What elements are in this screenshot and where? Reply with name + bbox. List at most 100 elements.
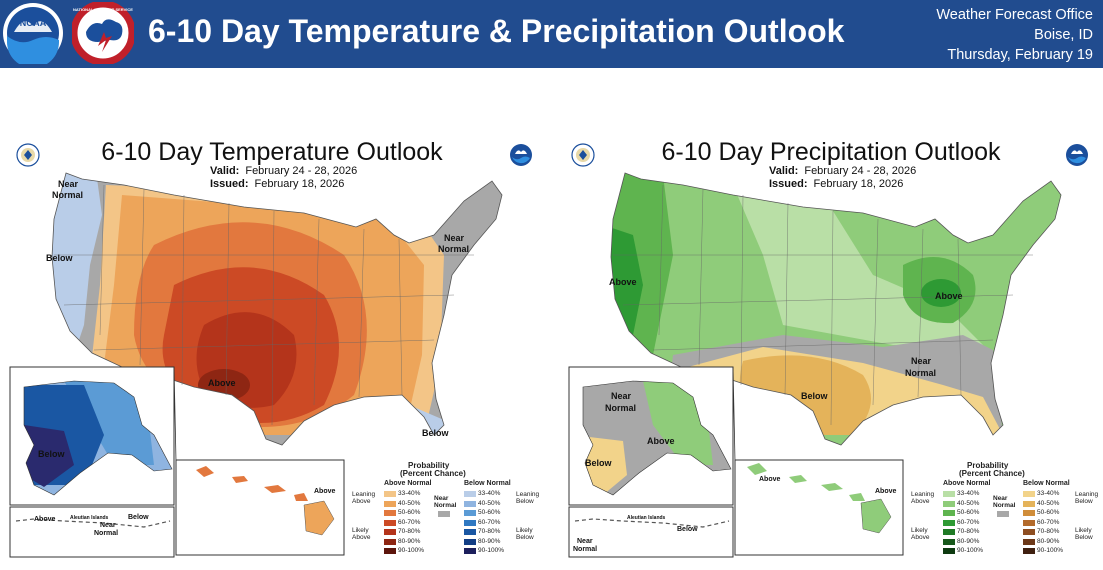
temperature-outlook-panel: Near Normal Below Near Normal Above Belo… <box>4 135 540 565</box>
legend-below-range: 33-40% <box>478 490 501 497</box>
svg-text:Below: Below <box>585 458 613 468</box>
temperature-valid: Valid: February 24 - 28, 2026 <box>210 165 358 177</box>
legend-above-swatch <box>943 510 955 516</box>
commerce-seal-icon <box>16 143 40 167</box>
legend-leaning-below: Leaning Below <box>516 491 540 505</box>
legend-below-swatch <box>464 548 476 554</box>
svg-text:Above: Above <box>647 436 675 446</box>
legend-below-swatch <box>464 519 476 526</box>
legend-likely-above: Likely Above <box>911 527 930 541</box>
legend-above-swatch <box>384 548 396 554</box>
legend-above-swatch <box>943 519 955 526</box>
svg-text:Below: Below <box>128 514 149 521</box>
legend-below-header: Below Normal <box>1023 480 1070 487</box>
legend-below-swatch <box>1023 548 1035 554</box>
legend-below-range: 80-90% <box>478 537 501 545</box>
legend-likely-below: Likely Below <box>516 527 534 541</box>
precipitation-outlook-map: Above Above Near Normal Below Near Norma… <box>563 135 1099 565</box>
svg-text:Below: Below <box>801 391 829 401</box>
legend-likely-below: Likely Below <box>1075 527 1093 541</box>
svg-text:Normal: Normal <box>573 546 597 553</box>
legend-above-range: 33-40% <box>957 490 980 497</box>
svg-text:Below: Below <box>677 526 698 533</box>
legend-leaning-above: Leaning Above <box>911 491 935 505</box>
legend-above-range: 40-50% <box>957 499 980 507</box>
noaa-logo: NOAA <box>3 3 63 64</box>
svg-text:Normal: Normal <box>905 368 936 378</box>
legend-below-swatch <box>1023 529 1035 535</box>
svg-text:Normal: Normal <box>52 190 83 200</box>
legend-below-range: 33-40% <box>1037 490 1060 497</box>
legend-above-swatch <box>384 538 396 545</box>
svg-text:NATIONAL WEATHER SERVICE: NATIONAL WEATHER SERVICE <box>73 7 133 12</box>
legend-below-swatch <box>464 500 476 507</box>
legend-above-range: 40-50% <box>398 499 421 507</box>
legend-above-range: 33-40% <box>398 490 421 497</box>
precipitation-legend: Probability (Percent Chance) Above Norma… <box>905 461 1099 565</box>
legend-below-swatch <box>1023 500 1035 507</box>
legend-below-range: 50-60% <box>1037 509 1060 516</box>
legend-below-range: 60-70% <box>1037 518 1060 526</box>
precipitation-valid: Valid: February 24 - 28, 2026 <box>769 165 917 177</box>
legend-below-header: Below Normal <box>464 480 511 487</box>
legend-subtitle: (Percent Chance) <box>400 469 466 478</box>
legend-below-range: 70-80% <box>478 528 501 535</box>
legend-below-range: 90-100% <box>1037 547 1064 554</box>
legend-title: Probability <box>408 461 450 470</box>
legend-leaning-above: Leaning Above <box>352 491 376 505</box>
legend-below-swatch <box>1023 491 1035 497</box>
precipitation-map-title: 6-10 Day Precipitation Outlook <box>661 138 1001 166</box>
legend-below-range: 80-90% <box>1037 537 1060 545</box>
temperature-map-title: 6-10 Day Temperature Outlook <box>101 138 443 166</box>
noaa-seal-icon <box>1066 144 1088 166</box>
legend-subtitle: (Percent Chance) <box>959 469 1025 478</box>
legend-above-range: 70-80% <box>957 528 980 535</box>
office-date: Thursday, February 19 <box>947 47 1093 63</box>
legend-above-range: 90-100% <box>957 547 984 554</box>
legend-above-swatch <box>943 548 955 554</box>
legend-above-header: Above Normal <box>943 480 991 487</box>
legend-below-range: 50-60% <box>478 509 501 516</box>
legend-below-swatch <box>464 491 476 497</box>
svg-text:Aleutian Islands: Aleutian Islands <box>627 515 666 521</box>
temperature-outlook-map: Near Normal Below Near Normal Above Belo… <box>4 135 540 565</box>
svg-text:Above: Above <box>609 277 637 287</box>
legend-title: Probability <box>967 461 1009 470</box>
svg-text:Below: Below <box>422 428 450 438</box>
legend-likely-above: Likely Above <box>352 527 371 541</box>
legend-below-swatch <box>464 529 476 535</box>
legend-above-swatch <box>943 538 955 545</box>
legend-near-swatch <box>997 511 1009 517</box>
legend-below-range: 70-80% <box>1037 528 1060 535</box>
header-banner: NOAA NATIONAL WEATHER SERVICE 6-10 Day T… <box>0 0 1103 68</box>
legend-near-normal: Near Normal <box>434 495 457 509</box>
legend-below-swatch <box>464 538 476 545</box>
commerce-seal-icon <box>571 143 595 167</box>
svg-text:Above: Above <box>208 378 236 388</box>
legend-above-swatch <box>384 519 396 526</box>
legend-below-range: 40-50% <box>478 499 501 507</box>
legend-below-swatch <box>1023 538 1035 545</box>
svg-text:Below: Below <box>46 253 74 263</box>
office-info: Weather Forecast Office Boise, ID Thursd… <box>936 5 1093 65</box>
svg-text:Near: Near <box>611 391 632 401</box>
legend-above-swatch <box>384 491 396 497</box>
legend-above-range: 80-90% <box>957 537 980 545</box>
page-title: 6-10 Day Temperature & Precipitation Out… <box>148 13 845 49</box>
svg-text:NOAA: NOAA <box>20 18 47 28</box>
office-location: Boise, ID <box>1034 27 1093 43</box>
legend-leaning-below: Leaning Below <box>1075 491 1099 505</box>
legend-above-swatch <box>943 529 955 535</box>
legend-below-range: 90-100% <box>478 547 505 554</box>
temperature-legend: Probability (Percent Chance) Above Norma… <box>346 461 540 565</box>
svg-text:Above: Above <box>34 516 56 523</box>
legend-above-swatch <box>943 500 955 507</box>
svg-text:Normal: Normal <box>438 244 469 254</box>
svg-text:Above: Above <box>875 488 897 495</box>
temperature-issued: Issued: February 18, 2026 <box>210 178 345 190</box>
legend-above-range: 50-60% <box>398 509 421 516</box>
legend-above-swatch <box>384 510 396 516</box>
svg-text:Near: Near <box>58 179 79 189</box>
legend-above-range: 50-60% <box>957 509 980 516</box>
precipitation-issued: Issued: February 18, 2026 <box>769 178 904 190</box>
